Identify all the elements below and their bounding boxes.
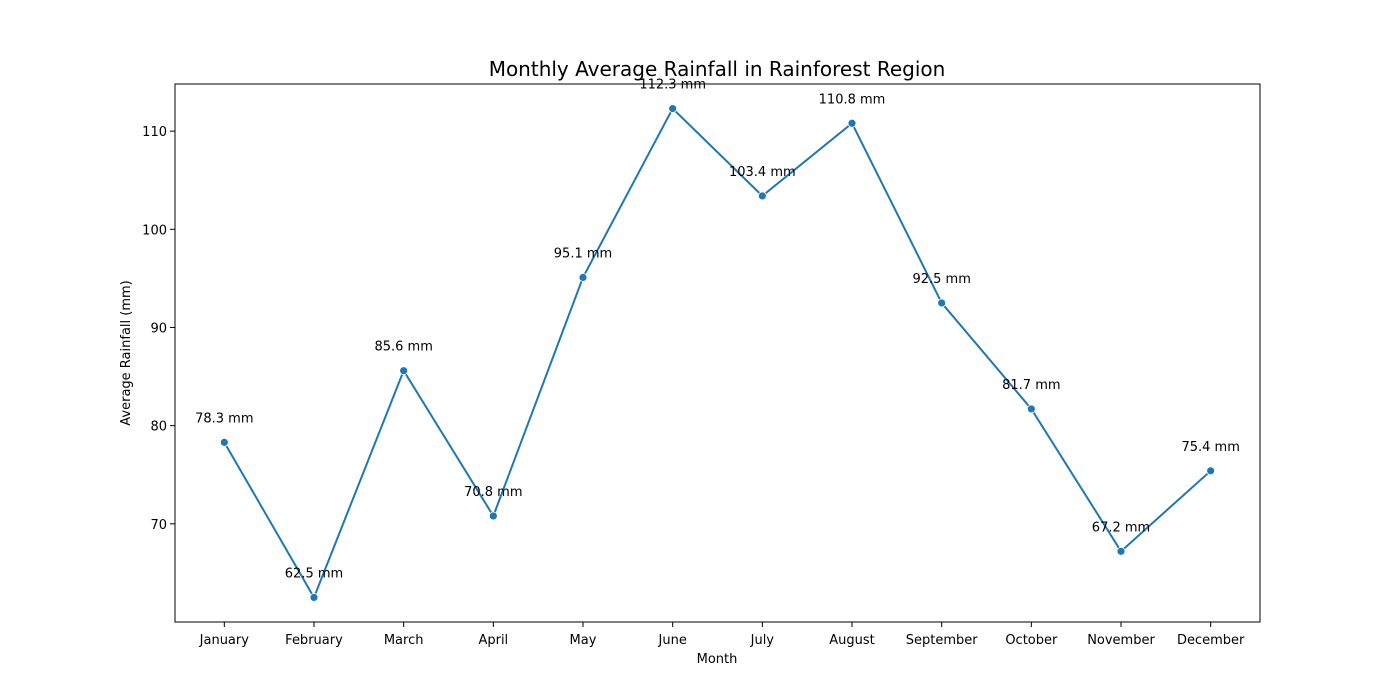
x-tick-label: December — [1177, 633, 1245, 648]
data-label: 92.5 mm — [912, 272, 970, 287]
y-tick-label: 70 — [150, 518, 167, 533]
y-tick-label: 80 — [150, 420, 167, 435]
data-point — [399, 366, 409, 376]
data-point — [757, 191, 767, 201]
data-label: 112.3 mm — [639, 78, 706, 93]
data-label: 95.1 mm — [554, 246, 612, 261]
data-label: 62.5 mm — [285, 566, 343, 581]
data-label: 85.6 mm — [374, 340, 432, 355]
data-point — [1116, 546, 1126, 556]
series-line — [223, 106, 1212, 600]
x-tick-label: October — [1005, 633, 1058, 648]
data-label: 78.3 mm — [195, 411, 253, 426]
x-tick-label: September — [906, 633, 979, 648]
y-axis: 70 80 90 100 110 — [142, 125, 175, 533]
y-tick-label: 90 — [150, 321, 167, 336]
data-point — [1026, 404, 1036, 414]
x-axis-label: Month — [697, 652, 738, 667]
data-point — [219, 437, 229, 447]
x-tick-label: June — [658, 633, 687, 648]
data-point — [309, 593, 319, 602]
plot-area-frame — [174, 83, 1261, 623]
x-tick-label: April — [478, 633, 508, 648]
data-point — [847, 118, 857, 128]
data-point — [1206, 466, 1216, 476]
x-tick-label: March — [384, 633, 424, 648]
data-point — [578, 273, 588, 282]
data-label: 103.4 mm — [729, 165, 796, 180]
x-tick-label: January — [199, 633, 250, 648]
data-label: 75.4 mm — [1181, 440, 1239, 455]
data-label: 70.8 mm — [464, 485, 522, 500]
data-point — [668, 104, 678, 113]
x-tick-label: February — [285, 633, 343, 648]
chart-title: Monthly Average Rainfall in Rainforest R… — [489, 57, 946, 81]
x-tick-label: November — [1087, 633, 1155, 648]
series-layer: 78.3 mm 62.5 mm 85.6 mm 70.8 mm 95.1 mm 112.3… — [195, 78, 1240, 602]
data-label: 110.8 mm — [819, 92, 886, 107]
y-tick-label: 110 — [142, 125, 167, 140]
data-label: 67.2 mm — [1092, 520, 1150, 535]
data-point — [488, 511, 498, 521]
data-point — [937, 298, 947, 308]
y-axis-label: Average Rainfall (mm) — [119, 280, 134, 425]
y-tick-label: 100 — [142, 223, 167, 238]
x-tick-label: July — [750, 633, 775, 648]
x-axis: January February March April May June July Augu… — [199, 622, 1245, 648]
data-label: 81.7 mm — [1002, 378, 1060, 393]
x-tick-label: August — [829, 633, 875, 648]
x-tick-label: May — [570, 633, 597, 648]
